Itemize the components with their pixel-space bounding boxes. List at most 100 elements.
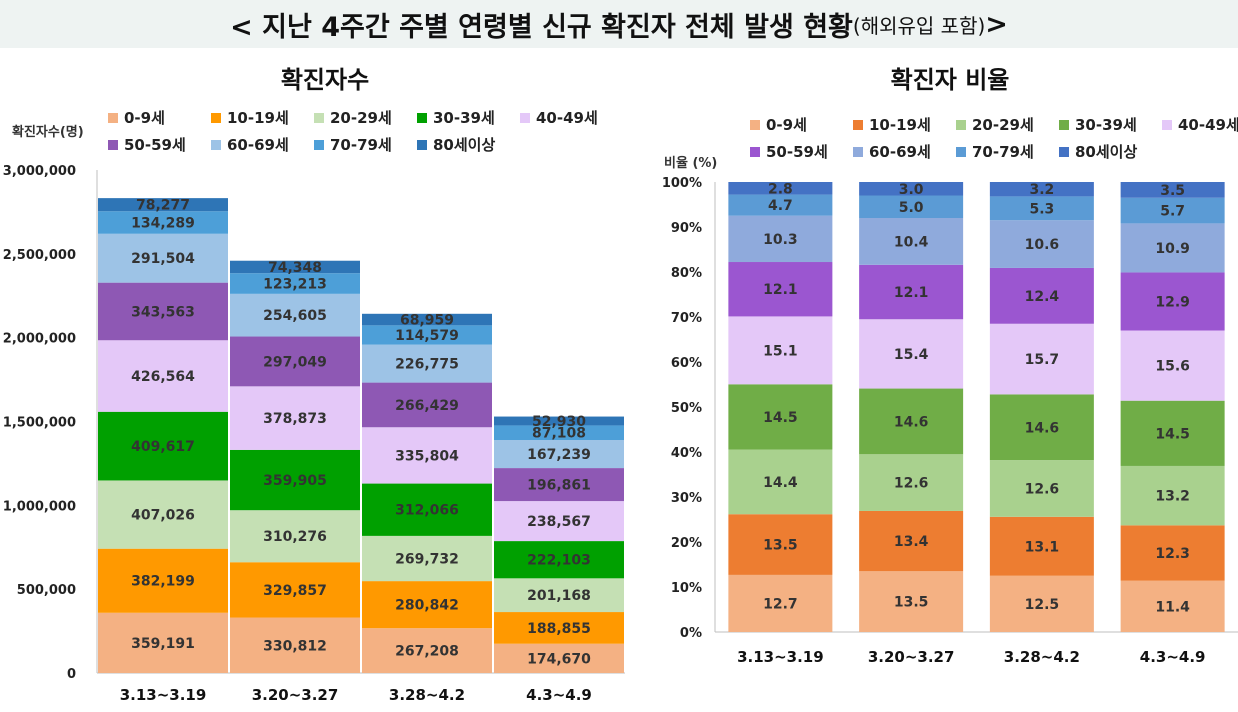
right-bar-segment xyxy=(989,267,1094,324)
left-bar-segment xyxy=(98,282,228,341)
left-legend-swatch xyxy=(417,112,427,123)
left-bar-segment xyxy=(494,425,624,441)
left-data-label: 201,168 xyxy=(527,588,591,604)
right-bar-segment xyxy=(1120,465,1225,526)
right-bar-segment xyxy=(1120,330,1225,401)
right-legend-swatch xyxy=(956,119,966,130)
right-legend-item: 70-79세 xyxy=(956,138,1059,165)
left-data-label: 378,873 xyxy=(263,411,327,427)
right-y-tick-label: 0% xyxy=(680,626,702,641)
right-data-label: 13.1 xyxy=(1025,539,1060,555)
right-y-tick-label: 20% xyxy=(671,536,702,551)
right-y-tick-label: 70% xyxy=(671,311,702,326)
right-y-axis-label: 비율 (%) xyxy=(664,156,718,171)
left-data-label: 167,239 xyxy=(527,447,591,463)
right-data-label: 2.8 xyxy=(768,181,793,197)
left-bar-segment xyxy=(362,344,492,383)
left-legend-item: 20-29세 xyxy=(314,104,417,131)
left-legend-swatch xyxy=(211,112,221,123)
left-data-label: 280,842 xyxy=(395,598,459,614)
right-bar-segment xyxy=(989,460,1094,517)
right-bar-segment xyxy=(859,264,964,320)
left-bar-segment xyxy=(230,386,360,450)
right-data-label: 14.5 xyxy=(763,410,798,426)
right-y-tick-label: 100% xyxy=(662,176,702,191)
right-data-label: 11.4 xyxy=(1155,599,1190,615)
right-bar-segment xyxy=(728,514,833,575)
left-bar-segment xyxy=(494,541,624,579)
right-legend-item: 0-9세 xyxy=(750,111,853,138)
left-data-label: 312,066 xyxy=(395,503,459,519)
left-bar-segment xyxy=(98,233,228,283)
left-category-label: 4.3~4.9 xyxy=(526,686,592,704)
right-data-label: 3.0 xyxy=(899,182,924,198)
left-bar-segment xyxy=(494,468,624,502)
left-bar-segment xyxy=(494,501,624,542)
left-legend-label: 0-9세 xyxy=(124,109,165,127)
right-data-label: 3.5 xyxy=(1160,183,1185,199)
right-data-label: 14.6 xyxy=(894,414,929,430)
left-legend-swatch xyxy=(417,139,427,150)
left-data-label: 196,861 xyxy=(527,478,591,494)
left-bar-segment xyxy=(494,612,624,644)
right-legend-item: 50-59세 xyxy=(750,138,853,165)
left-bar-segment xyxy=(230,449,360,511)
right-data-label: 15.1 xyxy=(763,343,798,359)
left-data-label: 343,563 xyxy=(131,304,195,320)
left-bar-segment xyxy=(98,411,228,481)
right-bar-segment xyxy=(859,218,964,265)
left-y-axis-label: 확진자수(명) xyxy=(12,125,84,140)
left-bar-segment xyxy=(230,510,360,563)
left-legend-item: 10-19세 xyxy=(211,104,314,131)
right-bar-segment xyxy=(1120,223,1225,273)
left-data-label: 68,959 xyxy=(400,313,454,329)
left-bar-segment xyxy=(362,581,492,629)
left-bar-segment xyxy=(362,325,492,345)
left-legend-label: 80세이상 xyxy=(433,136,496,154)
right-bar-segment xyxy=(728,316,833,385)
right-legend-item: 30-39세 xyxy=(1059,111,1162,138)
left-data-label: 297,049 xyxy=(263,354,327,370)
page-title: < 지난 4주간 주별 연령별 신규 확진자 전체 발생 현황 xyxy=(230,11,853,43)
right-data-label: 12.3 xyxy=(1155,546,1190,562)
left-data-label: 407,026 xyxy=(131,508,195,524)
right-bar-segment xyxy=(859,510,964,572)
left-bar-segment xyxy=(98,340,228,412)
right-bar-segment xyxy=(728,215,833,263)
right-legend-label: 70-79세 xyxy=(972,143,1034,161)
left-category-label: 3.28~4.2 xyxy=(389,686,465,704)
page-title-suffix: > xyxy=(985,8,1008,40)
right-legend-swatch xyxy=(750,119,760,130)
left-bar-segment xyxy=(230,336,360,387)
left-data-label: 267,208 xyxy=(395,644,459,660)
left-data-label: 291,504 xyxy=(131,251,195,267)
right-legend-label: 10-19세 xyxy=(869,116,931,134)
right-bar-segment xyxy=(989,220,1094,268)
left-data-label: 269,732 xyxy=(395,551,459,567)
right-y-tick-label: 50% xyxy=(671,401,702,416)
right-bar-segment xyxy=(1120,197,1225,224)
right-legend-swatch xyxy=(1162,119,1172,130)
right-data-label: 13.5 xyxy=(763,538,798,554)
left-bar-segment xyxy=(362,313,492,326)
right-legend-label: 20-29세 xyxy=(972,116,1034,134)
right-data-label: 12.6 xyxy=(1025,481,1060,497)
left-data-label: 310,276 xyxy=(263,529,327,545)
left-data-label: 174,670 xyxy=(527,651,591,667)
right-bar-segment xyxy=(1120,525,1225,581)
left-bar-segment xyxy=(98,211,228,234)
right-legend-label: 0-9세 xyxy=(766,116,807,134)
right-category-label: 3.13~3.19 xyxy=(737,648,824,666)
left-data-label: 226,775 xyxy=(395,357,459,373)
left-legend-label: 40-49세 xyxy=(536,109,598,127)
left-legend-label: 30-39세 xyxy=(433,109,495,127)
left-bar-segment xyxy=(230,293,360,337)
left-legend-item: 40-49세 xyxy=(520,104,623,131)
right-category-label: 4.3~4.9 xyxy=(1140,648,1206,666)
right-legend-label: 30-39세 xyxy=(1075,116,1137,134)
left-data-label: 335,804 xyxy=(395,448,459,464)
right-data-label: 12.1 xyxy=(763,282,798,298)
left-data-label: 254,605 xyxy=(263,308,327,324)
right-data-label: 12.6 xyxy=(894,476,929,492)
left-legend-swatch xyxy=(211,139,221,150)
